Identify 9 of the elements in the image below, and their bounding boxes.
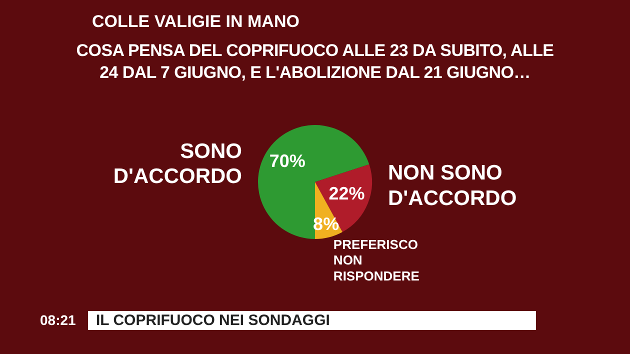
text: 08:21 [40, 312, 76, 328]
slice-label: SONO D'ACCORDO [113, 140, 242, 188]
slice-label: NON SONO D'ACCORDO [388, 162, 517, 210]
chart-subtitle: COLLE VALIGIE IN MANO [92, 12, 300, 32]
text: IL COPRIFUOCO NEI SONDAGGI [88, 311, 536, 330]
slice-label: PREFERISCO NON RISPONDERE [333, 237, 420, 284]
chart-title: COSA PENSA DEL COPRIFUOCO ALLE 23 DA SUBITO, ALLE 24 DAL 7 GIUGNO, E L'ABOLIZIONE DAL 21 GIUGNO… [75, 40, 555, 84]
data-label: 70% [269, 150, 306, 171]
data-label: 22% [328, 184, 365, 204]
